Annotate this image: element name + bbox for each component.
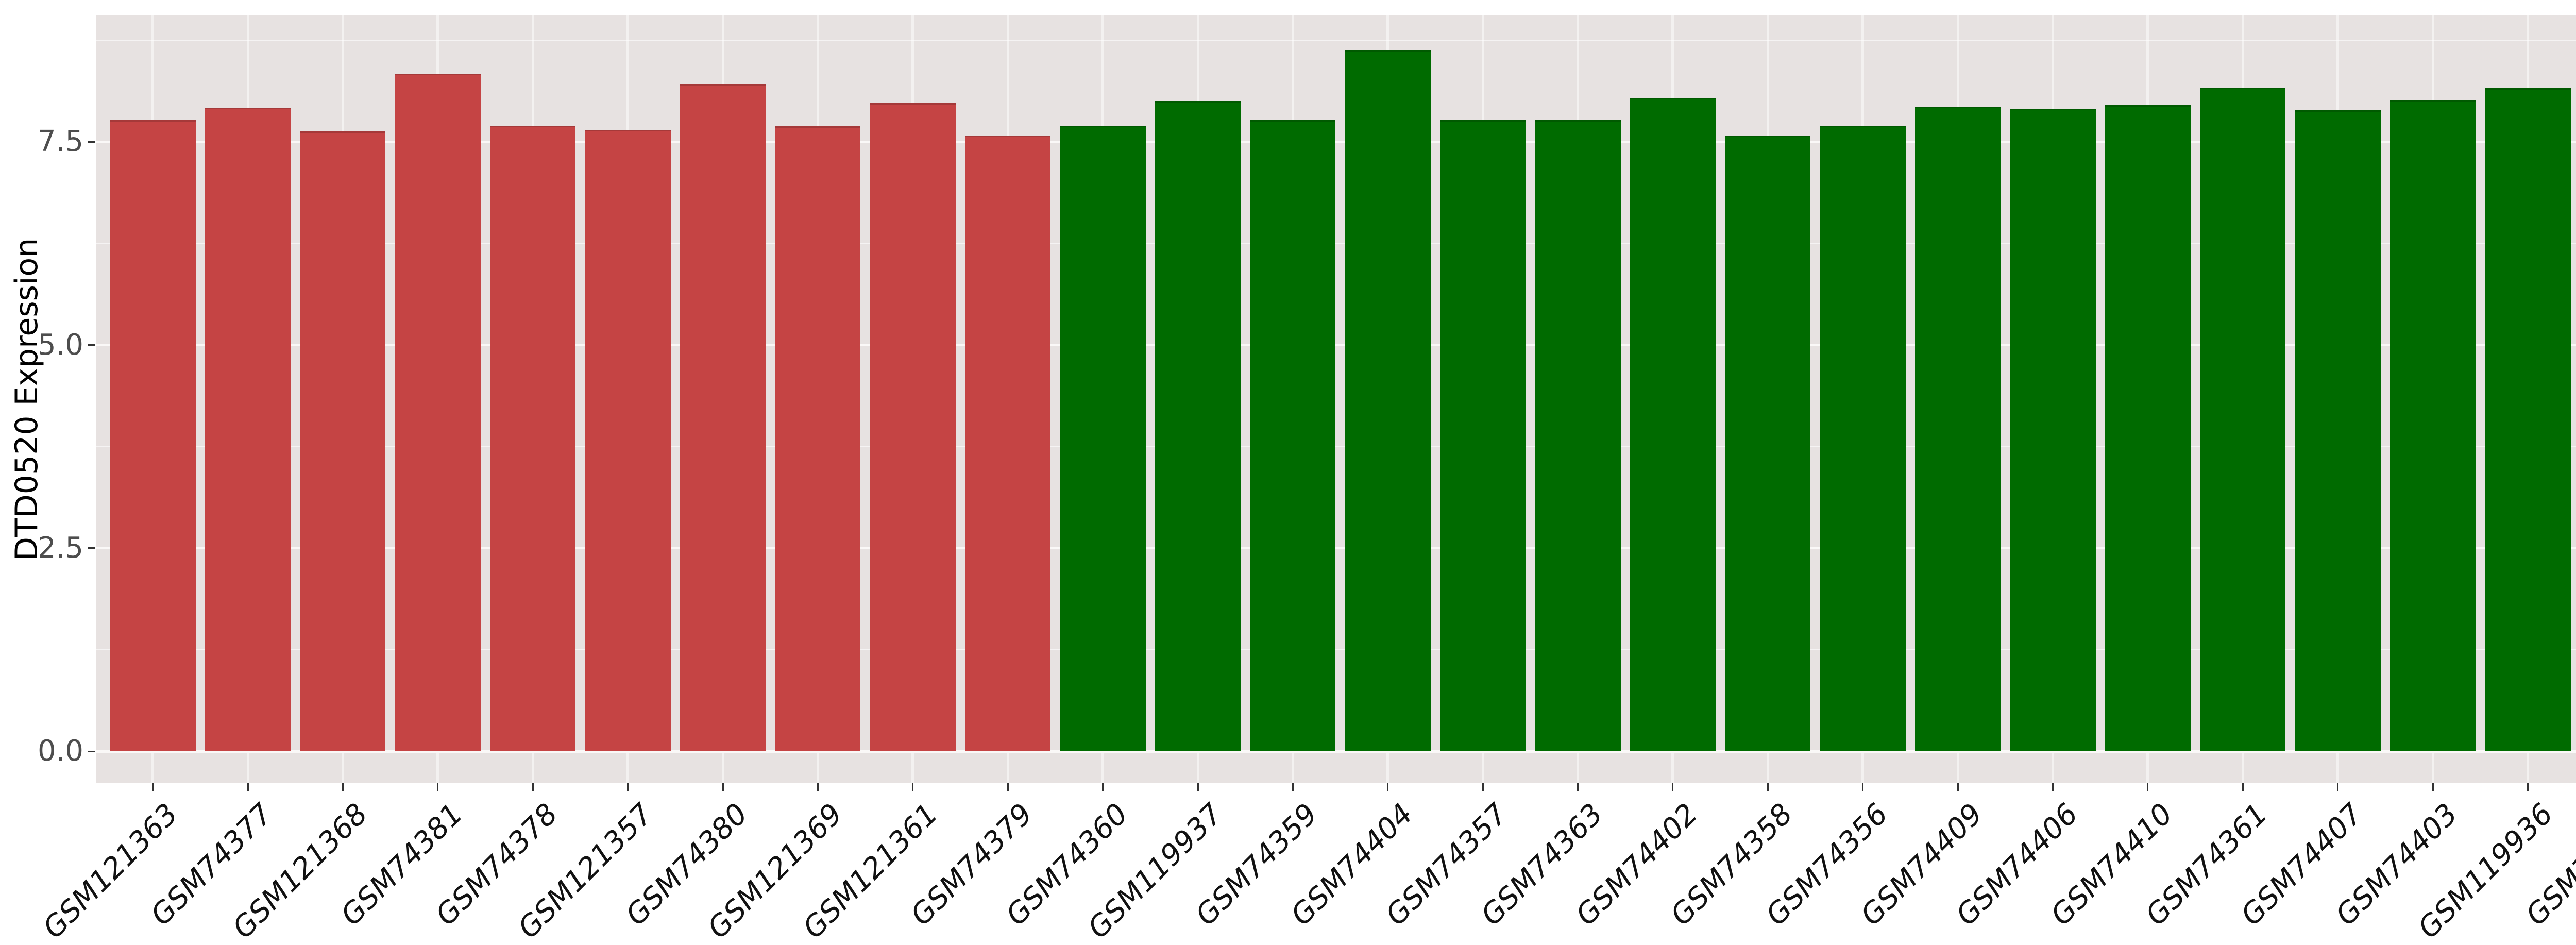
x-tick-mark <box>2527 783 2529 791</box>
bar <box>205 108 291 751</box>
x-tick-mark <box>722 783 724 791</box>
y-axis-title: DTD0520 Expression <box>9 238 45 561</box>
y-tick-label: 2.5 <box>37 531 83 565</box>
minor-gridline <box>96 446 2576 448</box>
x-tick-mark <box>817 783 819 791</box>
bar <box>585 129 671 751</box>
x-tick-mark <box>152 783 154 791</box>
bar <box>680 84 766 751</box>
x-tick-mark <box>1577 783 1579 791</box>
x-tick-mark <box>1197 783 1199 791</box>
bar <box>490 125 576 751</box>
y-tick-mark <box>88 141 95 143</box>
bar <box>1915 107 2001 751</box>
minor-gridline <box>96 649 2576 651</box>
major-gridline <box>96 750 2576 753</box>
x-tick-mark <box>1292 783 1294 791</box>
x-tick-mark <box>1862 783 1864 791</box>
x-tick-mark <box>2052 783 2054 791</box>
bar <box>1345 50 1431 751</box>
bar <box>1725 135 1811 751</box>
bar <box>2295 110 2381 751</box>
x-tick-mark <box>1007 783 1009 791</box>
x-tick-mark <box>532 783 534 791</box>
x-tick-mark <box>1672 783 1674 791</box>
bar <box>395 73 481 751</box>
x-tick-mark <box>2337 783 2339 791</box>
bar <box>2390 100 2476 751</box>
bar <box>1440 120 1526 751</box>
bar <box>1630 98 1716 751</box>
bar <box>2010 108 2096 751</box>
bar <box>2105 105 2191 751</box>
minor-gridline <box>96 242 2576 244</box>
x-tick-mark <box>342 783 344 791</box>
bar <box>1060 125 1146 751</box>
major-gridline <box>96 344 2576 346</box>
y-tick-label: 7.5 <box>37 125 83 159</box>
bar <box>110 120 196 751</box>
plot-panel <box>96 15 2576 783</box>
bar <box>1250 120 1336 751</box>
y-tick-mark <box>88 547 95 549</box>
x-tick-mark <box>247 783 249 791</box>
x-tick-mark <box>912 783 914 791</box>
x-tick-mark <box>1102 783 1104 791</box>
bar <box>870 103 956 751</box>
y-tick-label: 0.0 <box>37 734 83 768</box>
y-tick-label: 5.0 <box>37 328 83 362</box>
minor-gridline <box>96 39 2576 41</box>
bar <box>775 126 861 751</box>
bar <box>965 135 1051 751</box>
x-tick-mark <box>2432 783 2434 791</box>
y-tick-mark <box>88 344 95 346</box>
x-tick-mark <box>1957 783 1959 791</box>
x-tick-mark <box>437 783 439 791</box>
major-gridline <box>96 140 2576 143</box>
x-tick-mark <box>1387 783 1389 791</box>
bar <box>1155 101 1241 751</box>
bar <box>1535 120 1621 751</box>
x-tick-mark <box>1482 783 1484 791</box>
x-tick-mark <box>2242 783 2244 791</box>
x-tick-mark <box>1767 783 1769 791</box>
major-gridline <box>96 547 2576 550</box>
x-tick-mark <box>2147 783 2149 791</box>
x-tick-mark <box>627 783 629 791</box>
bar <box>300 131 386 751</box>
y-tick-mark <box>88 750 95 752</box>
bar <box>2200 87 2286 751</box>
bar <box>1820 125 1906 751</box>
bar <box>2485 88 2571 751</box>
